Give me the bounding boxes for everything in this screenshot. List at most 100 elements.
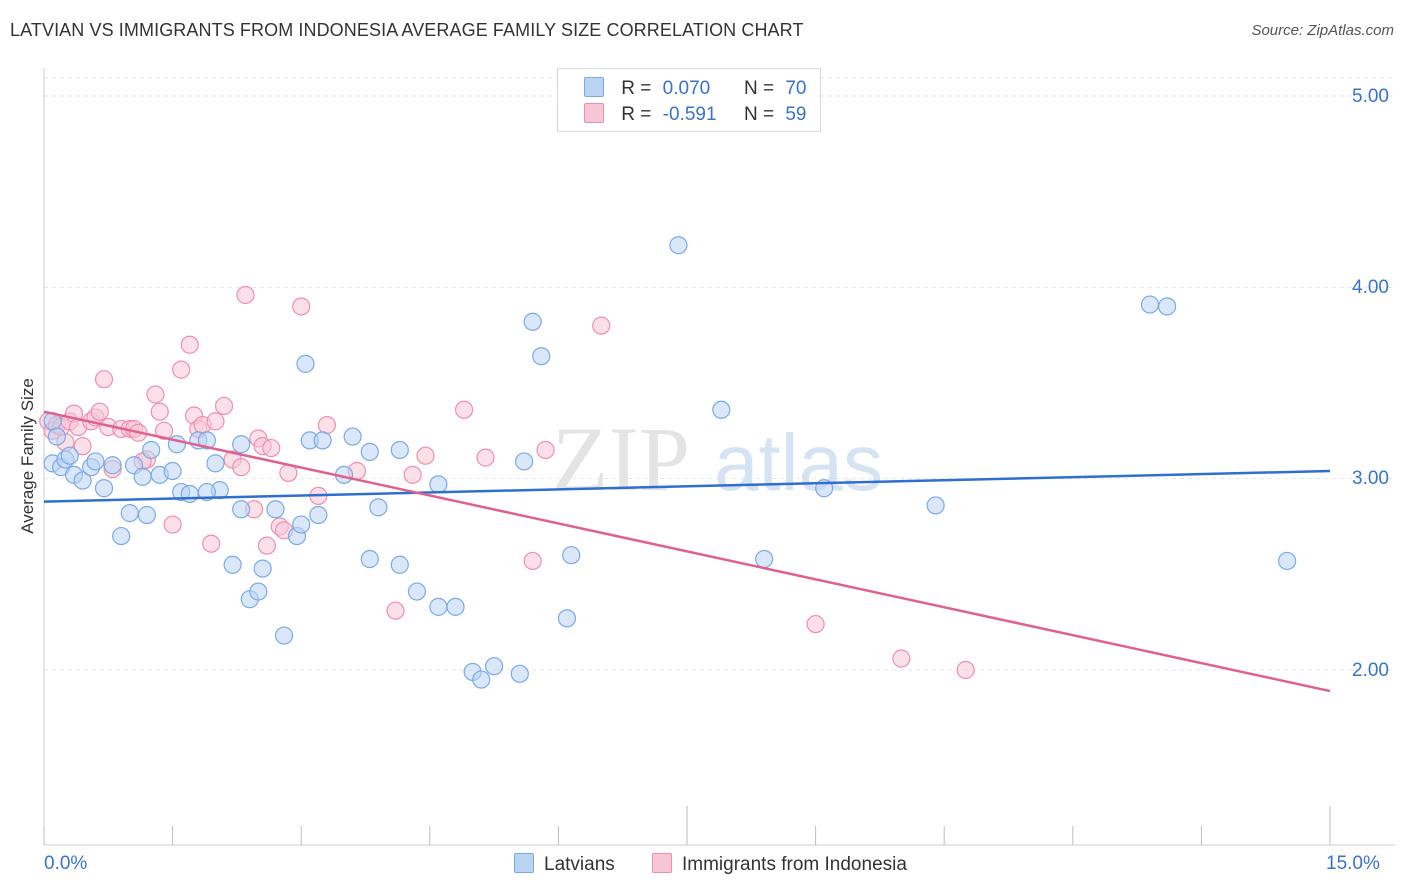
r-value-indonesia: -0.591	[662, 104, 717, 125]
latvian-point	[249, 582, 268, 601]
indonesia-point	[317, 415, 337, 435]
indonesia-point	[257, 536, 277, 555]
latvian-point	[429, 597, 448, 616]
latvian-point	[206, 454, 225, 473]
latvian-point	[163, 461, 182, 481]
indonesia-point	[416, 446, 435, 465]
bottom-legend-indonesia: Immigrants from Indonesia	[652, 853, 907, 876]
latvian-point	[562, 546, 581, 565]
indonesia-point	[146, 385, 165, 404]
latvian-point	[446, 597, 465, 616]
latvian-point	[1158, 297, 1177, 316]
indonesia-point	[592, 316, 611, 335]
latvian-point	[313, 431, 332, 450]
bottom-legend-latvians: Latvians	[514, 853, 615, 876]
latvian-point	[60, 446, 79, 465]
indonesia-swatch	[584, 103, 604, 123]
r-label: R =	[621, 78, 652, 99]
axes	[43, 68, 1395, 846]
indonesia-point	[476, 448, 495, 467]
indonesia-point	[956, 660, 975, 680]
indonesia-point	[206, 412, 225, 431]
latvian-point	[369, 498, 388, 517]
indonesia-point	[232, 458, 251, 477]
latvian-point	[407, 582, 427, 601]
indonesia-point	[172, 360, 191, 379]
indonesia-point	[94, 370, 114, 389]
y-tick-label-3: 3.00	[1352, 468, 1389, 489]
latvian-point	[360, 549, 379, 569]
latvian-point	[120, 504, 139, 523]
legend-row-latvians: R = 0.070 N = 70	[584, 77, 806, 100]
indonesia-point	[523, 551, 542, 571]
latvian-point	[360, 442, 379, 461]
latvian-point	[137, 505, 156, 525]
latvian-point	[232, 500, 251, 519]
grid-lines	[44, 77, 1395, 671]
indonesia-point	[536, 440, 555, 460]
latvian-point	[343, 427, 362, 446]
indonesia-swatch	[652, 853, 672, 873]
indonesia-point	[214, 396, 234, 416]
x-tick-label-max: 15.0%	[1326, 853, 1380, 874]
indonesia-point	[386, 601, 405, 620]
latvian-point	[296, 354, 315, 373]
latvian-point	[73, 471, 92, 490]
latvian-point	[472, 670, 491, 689]
latvian-point	[712, 400, 731, 419]
latvian-point	[253, 559, 272, 578]
latvian-point	[523, 312, 542, 331]
latvian-point	[86, 452, 105, 471]
chart-title: LATVIAN VS IMMIGRANTS FROM INDONESIA AVE…	[10, 20, 804, 40]
indonesia-point	[892, 649, 911, 668]
latvian-point	[94, 479, 114, 498]
y-tick-label-5: 5.00	[1352, 86, 1389, 107]
latvian-point	[557, 609, 577, 628]
watermark-atlas: atlas	[714, 418, 883, 507]
latvian-point	[515, 452, 534, 471]
n-label: N =	[743, 104, 775, 125]
indonesia-label: Immigrants from Indonesia	[682, 854, 907, 875]
indonesia-point	[150, 402, 169, 421]
r-value-latvians: 0.070	[662, 78, 711, 99]
indonesia-point	[90, 402, 109, 421]
watermark: ZIP atlas	[552, 408, 883, 510]
latvian-point	[112, 526, 131, 546]
latvian-point	[669, 236, 688, 255]
latvians-swatch	[514, 853, 534, 873]
latvian-trend-line	[43, 469, 1331, 503]
watermark-zip: ZIP	[552, 408, 690, 510]
x-tick-label-min: 0.0%	[44, 853, 88, 874]
latvian-point	[755, 549, 774, 569]
source-label: Source: ZipAtlas.com	[1251, 22, 1394, 39]
indonesia-point	[202, 534, 221, 553]
latvian-point	[197, 482, 216, 502]
latvian-point	[485, 657, 504, 676]
indonesia-point	[236, 285, 255, 305]
indonesia-point	[262, 438, 281, 458]
latvian-point	[309, 505, 328, 525]
latvian-point	[429, 475, 448, 494]
indonesia-point	[454, 400, 474, 419]
latvian-point	[274, 626, 294, 645]
latvian-point	[47, 427, 66, 446]
y-axis-label: Average Family Size	[18, 378, 37, 534]
latvian-point	[232, 435, 251, 454]
latvian-point	[197, 431, 216, 450]
trend-lines	[43, 410, 1331, 693]
indonesia-point	[403, 465, 422, 484]
r-label: R =	[621, 104, 652, 125]
indonesia-point	[163, 515, 182, 534]
n-label: N =	[743, 78, 775, 99]
latvians-swatch	[584, 77, 604, 97]
indonesia-point	[806, 614, 825, 634]
indonesia-point	[154, 421, 174, 440]
legend-row-indonesia: R = -0.591 N = 59	[584, 103, 806, 126]
latvian-point	[180, 484, 199, 504]
indonesia-point	[73, 437, 92, 456]
latvian-point	[510, 664, 529, 683]
latvian-point	[103, 456, 122, 475]
y-tick-label-2: 2.00	[1352, 660, 1389, 681]
indonesia-point	[292, 297, 311, 316]
